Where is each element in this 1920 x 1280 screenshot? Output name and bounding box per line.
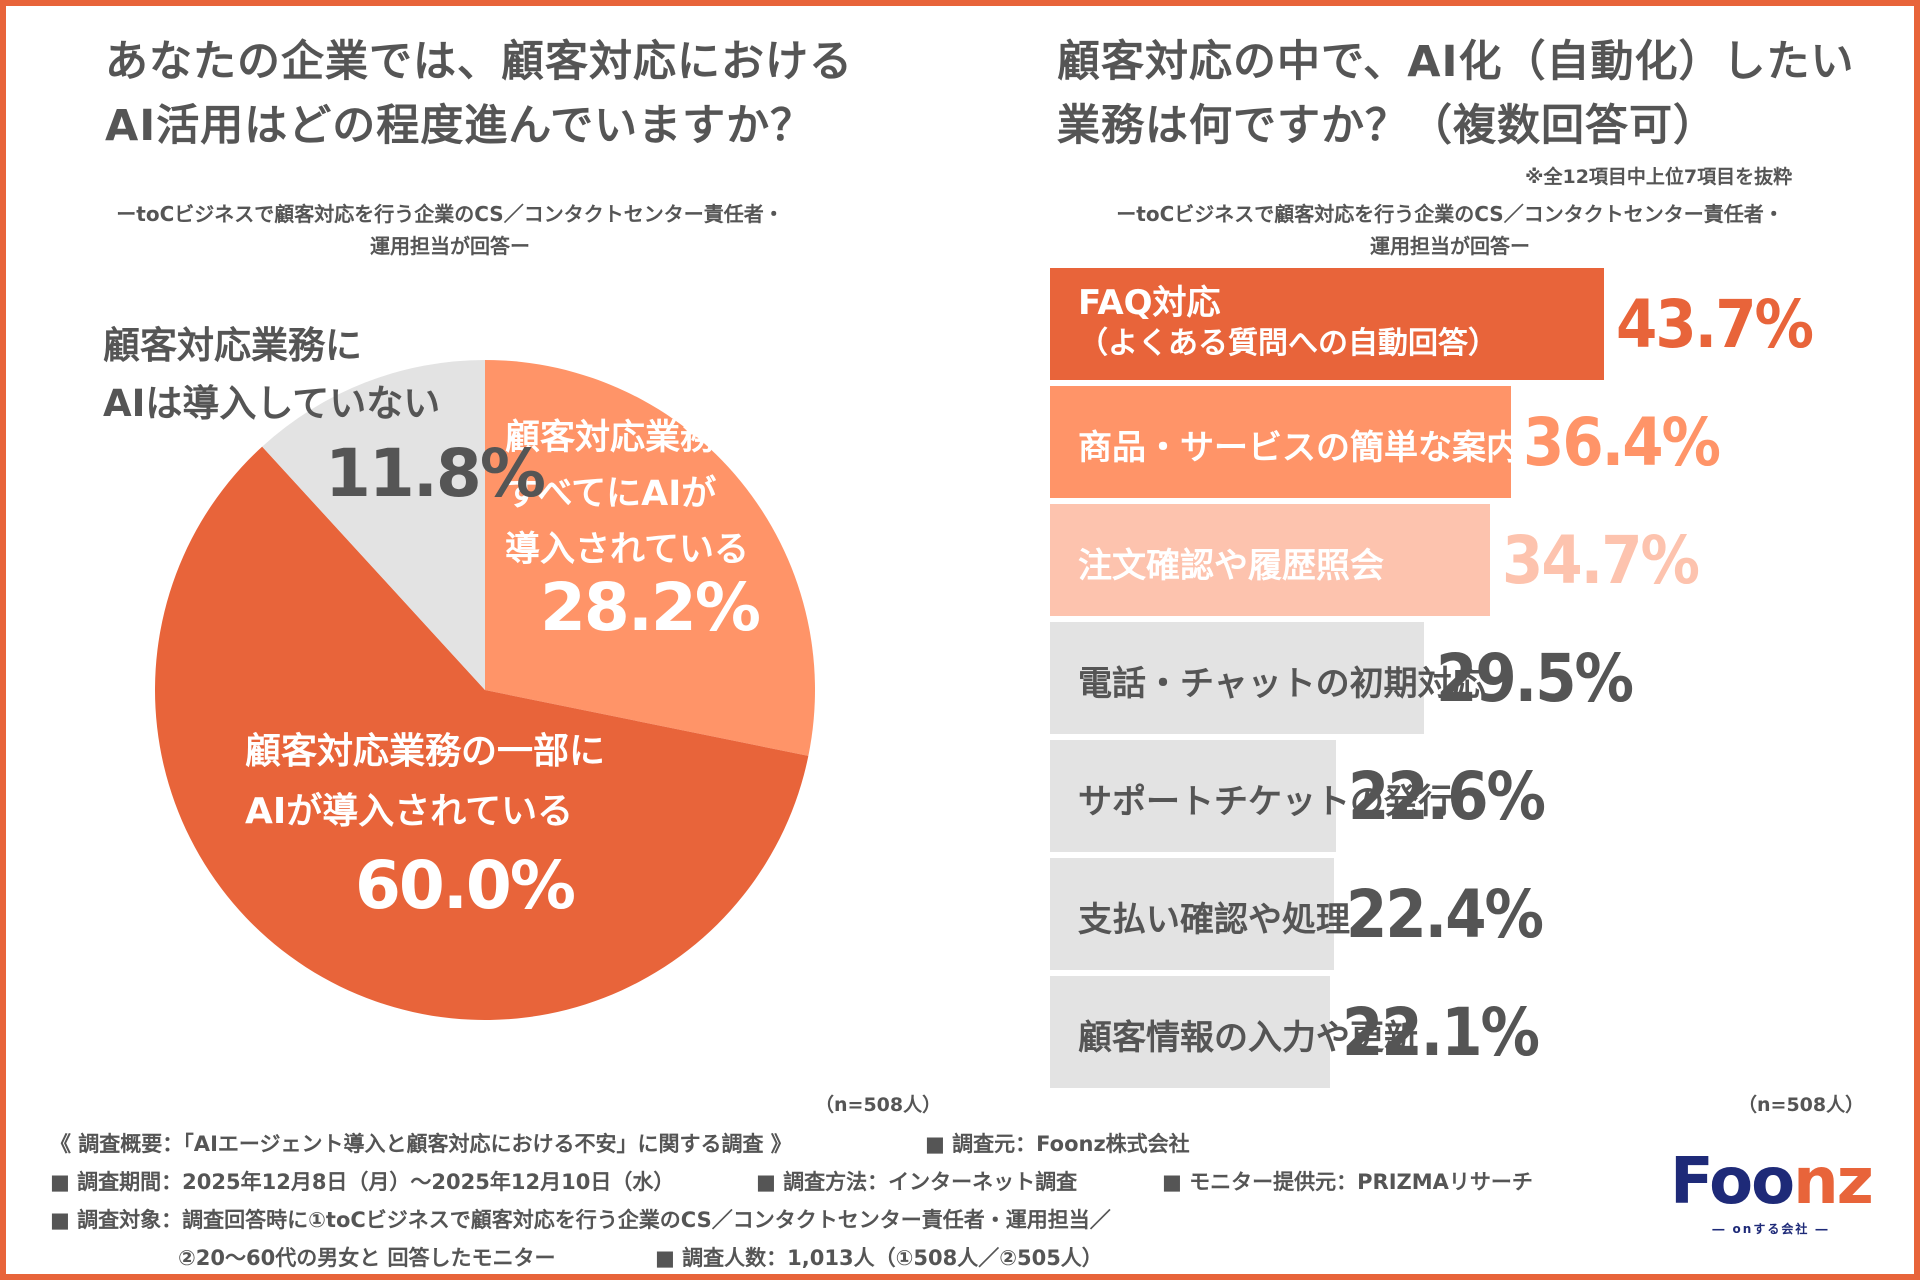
right-subtitle-line1: ーtoCビジネスで顧客対応を行う企業のCS／コンタクトセンター責任者・ bbox=[1116, 202, 1784, 226]
bar-payment bbox=[1050, 858, 1334, 970]
bar-value-initial-response: 29.5% bbox=[1436, 640, 1634, 717]
bar-product-guide bbox=[1050, 386, 1511, 498]
bar-value-order-check: 34.7% bbox=[1502, 522, 1700, 599]
left-subtitle-line2: 運用担当が回答ー bbox=[370, 234, 530, 258]
pie-label-all-line1: 顧客対応業務の bbox=[505, 418, 751, 458]
footer-target-line2: ②20〜60代の男女と 回答したモニター bbox=[178, 1246, 556, 1270]
pie-value-none: 11.8% bbox=[325, 435, 546, 512]
left-title: あなたの企業では、顧客対応における AI活用はどの程度進んでいますか？ bbox=[105, 30, 853, 158]
logo-word-part2: nz bbox=[1793, 1145, 1874, 1219]
bar-label-initial-response: 電話・チャットの初期対応 bbox=[1078, 664, 1486, 704]
bar-label-faq-main: FAQ対応 bbox=[1078, 283, 1221, 323]
footer-overview: 《 調査概要：「AIエージェント導入と顧客対応における不安」に関する調査 》 bbox=[50, 1132, 792, 1156]
right-subtitle: ーtoCビジネスで顧客対応を行う企業のCS／コンタクトセンター責任者・ 運用担当… bbox=[1040, 198, 1860, 262]
pie-value-all: 28.2% bbox=[540, 569, 761, 646]
bar-label-faq: FAQ対応 （よくある質問への自動回答） bbox=[1078, 280, 1498, 362]
bar-value-payment: 22.4% bbox=[1346, 876, 1544, 953]
left-n-label: （n=508人） bbox=[815, 1094, 942, 1116]
pie-svg bbox=[155, 360, 815, 1020]
pie-label-part: 顧客対応業務の一部に AIが導入されている bbox=[245, 722, 605, 842]
bar-value-customer-info: 22.1% bbox=[1342, 994, 1540, 1071]
bar-ticket bbox=[1050, 740, 1336, 852]
right-title-line1: 顧客対応の中で、AI化（自動化）したい bbox=[1057, 37, 1855, 87]
bar-label-ticket: サポートチケットの発行 bbox=[1078, 782, 1452, 822]
pie-slice-all bbox=[485, 360, 815, 756]
pie-label-none: 顧客対応業務に AIは導入していない bbox=[103, 317, 440, 433]
bar-label-customer-info: 顧客情報の入力や更新 bbox=[1078, 1018, 1418, 1058]
pie-label-none-line2: AIは導入していない bbox=[103, 382, 441, 425]
bar-label-product-guide: 商品・サービスの簡単な案内 bbox=[1078, 428, 1520, 468]
footer-method: ■ 調査方法：インターネット調査 bbox=[756, 1170, 1078, 1194]
pie-value-part: 60.0% bbox=[355, 847, 576, 924]
left-title-line2: AI活用はどの程度進んでいますか？ bbox=[105, 101, 815, 151]
right-note: ※全12項目中上位7項目を抜粋 bbox=[1525, 166, 1793, 188]
bar-value-faq: 43.7% bbox=[1616, 286, 1814, 363]
bar-label-payment: 支払い確認や処理 bbox=[1078, 900, 1350, 940]
right-title-line2: 業務は何ですか？（複数回答可） bbox=[1057, 101, 1717, 151]
bar-faq bbox=[1050, 268, 1604, 380]
bar-label-order-check: 注文確認や履歴照会 bbox=[1078, 546, 1384, 586]
footer-period: ■ 調査期間：2025年12月8日（月）〜2025年12月10日（水） bbox=[50, 1170, 675, 1194]
logo-word-part1: Foo bbox=[1670, 1145, 1795, 1219]
bar-value-ticket: 22.6% bbox=[1348, 758, 1546, 835]
left-title-line1: あなたの企業では、顧客対応における bbox=[105, 37, 853, 87]
footer-monitor: ■ モニター提供元：PRIZMAリサーチ bbox=[1162, 1170, 1533, 1194]
footer-source: ■ 調査元：Foonz株式会社 bbox=[925, 1132, 1190, 1156]
left-subtitle-line1: ーtoCビジネスで顧客対応を行う企業のCS／コンタクトセンター責任者・ bbox=[116, 202, 784, 226]
bar-label-faq-sub: （よくある質問への自動回答） bbox=[1078, 326, 1498, 361]
bar-order-check bbox=[1050, 504, 1490, 616]
pie-label-all-line3: 導入されている bbox=[505, 530, 749, 570]
right-subtitle-line2: 運用担当が回答ー bbox=[1370, 234, 1530, 258]
foonz-logo: Foonz ― onする会社 ― bbox=[1670, 1150, 1874, 1237]
footer-target-line1: ■ 調査対象：調査回答時に①toCビジネスで顧客対応を行う企業のCS／コンタクト… bbox=[50, 1208, 1111, 1232]
bar-customer-info bbox=[1050, 976, 1330, 1088]
pie-label-all: 顧客対応業務の すべてにAIが 導入されている bbox=[505, 410, 750, 578]
right-title: 顧客対応の中で、AI化（自動化）したい 業務は何ですか？（複数回答可） bbox=[1057, 30, 1855, 158]
footer-count: ■ 調査人数：1,013人（①508人／②505人） bbox=[655, 1246, 1103, 1270]
bar-value-product-guide: 36.4% bbox=[1523, 404, 1721, 481]
right-n-label: （n=508人） bbox=[1738, 1094, 1865, 1116]
bar-initial-response bbox=[1050, 622, 1424, 734]
pie-chart bbox=[150, 355, 820, 1025]
pie-slice-none bbox=[262, 360, 485, 690]
left-subtitle: ーtoCビジネスで顧客対応を行う企業のCS／コンタクトセンター責任者・ 運用担当… bbox=[60, 198, 840, 262]
pie-label-part-line2: AIが導入されている bbox=[245, 791, 574, 832]
pie-label-part-line1: 顧客対応業務の一部に bbox=[245, 731, 606, 772]
logo-wordmark: Foonz bbox=[1670, 1150, 1874, 1214]
pie-label-all-line2: すべてにAIが bbox=[505, 474, 717, 514]
logo-tagline: ― onする会社 ― bbox=[1712, 1222, 1830, 1236]
pie-label-none-line1: 顧客対応業務に bbox=[103, 324, 362, 367]
pie-slice-part bbox=[155, 446, 809, 1020]
